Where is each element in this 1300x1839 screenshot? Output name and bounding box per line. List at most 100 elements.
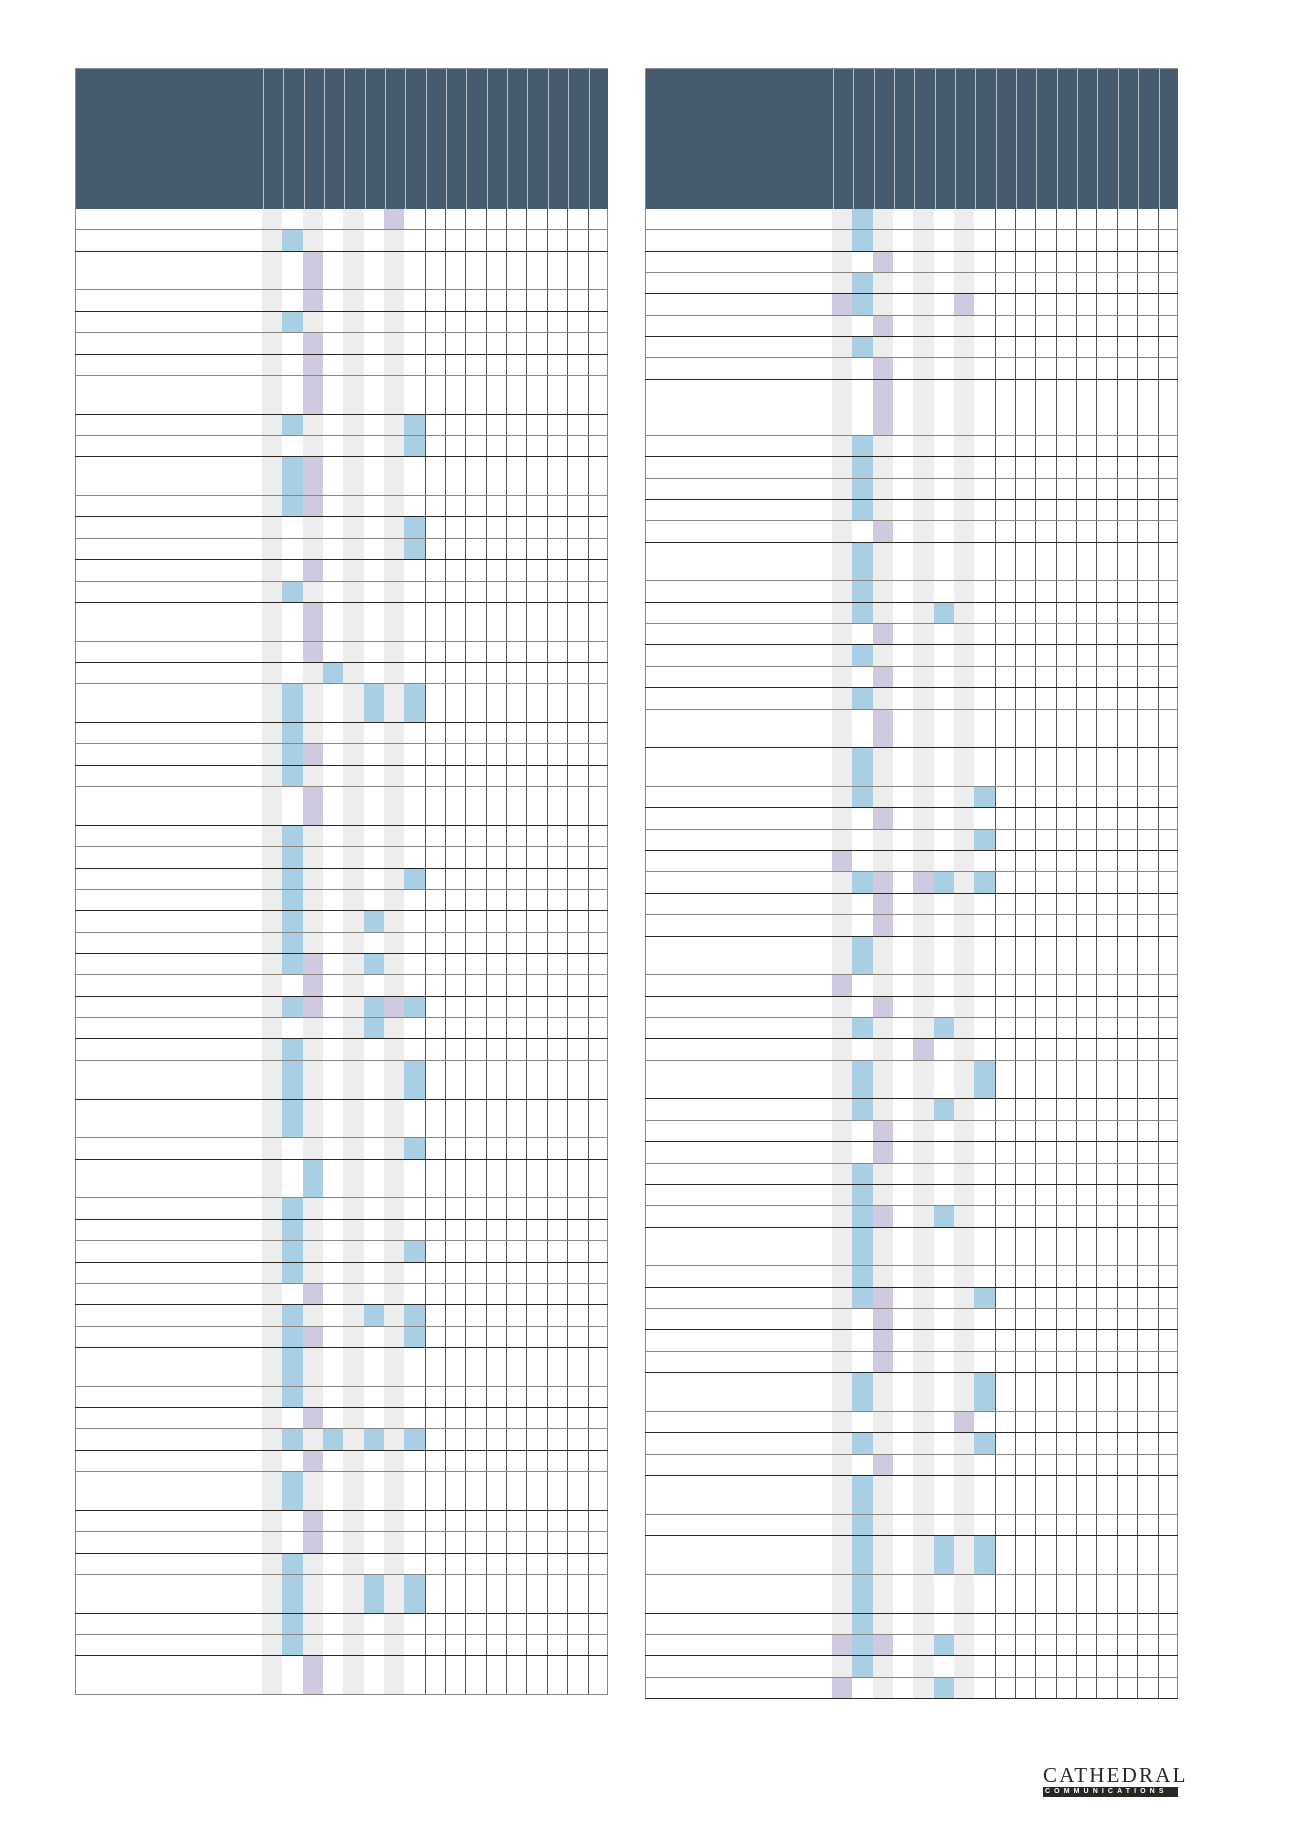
empty-cell [424,1656,445,1695]
empty-cell [1055,915,1076,936]
empty-cell [343,209,364,230]
empty-cell [424,847,445,868]
empty-cell [567,517,587,538]
empty-cell [852,358,872,378]
empty-cell [546,911,567,932]
empty-cell [934,581,954,601]
empty-cell [872,273,894,294]
empty-cell [872,1099,894,1120]
empty-cell [1116,1184,1137,1206]
empty-cell [893,667,913,687]
row-label-cell [645,1287,832,1309]
empty-cell [1055,1287,1076,1309]
empty-cell [546,1241,567,1262]
empty-cell [913,1163,934,1184]
empty-cell [893,624,913,644]
empty-cell [343,975,364,996]
empty-cell [546,1408,567,1429]
empty-cell [1015,542,1035,581]
empty-cell [424,517,445,538]
empty-cell [567,538,587,560]
empty-cell [954,624,975,645]
empty-cell [364,1241,384,1261]
row-label-cell [75,868,262,889]
empty-cell [872,1039,894,1060]
header-column-cell [1036,69,1056,209]
empty-cell [1137,251,1157,273]
empty-cell [1116,872,1137,893]
empty-cell [832,1514,853,1536]
empty-cell [1076,748,1096,787]
empty-cell [1015,1411,1035,1433]
empty-cell [526,581,546,602]
empty-cell [506,1347,526,1386]
empty-cell [893,1373,913,1411]
empty-cell [424,1553,445,1574]
empty-cell [832,1266,853,1287]
empty-cell [282,252,302,290]
empty-cell [893,872,913,892]
empty-cell [832,1454,853,1475]
empty-cell [1076,542,1096,581]
empty-cell [384,1656,405,1695]
empty-cell [424,209,445,230]
empty-cell [994,581,1015,602]
empty-cell [506,847,526,868]
empty-cell [424,1635,445,1656]
empty-cell [1035,1613,1055,1634]
empty-cell [526,517,546,538]
empty-cell [974,1164,994,1184]
empty-cell [893,457,913,477]
empty-cell [587,765,608,787]
empty-cell [832,1411,853,1433]
empty-cell [465,251,485,290]
table-row [645,581,1178,603]
empty-cell [1137,1142,1157,1163]
empty-cell [404,1532,424,1552]
empty-cell [485,1262,506,1283]
empty-cell [1015,829,1035,851]
empty-cell [1157,1373,1178,1411]
empty-cell [1015,1163,1035,1184]
empty-cell [1055,337,1076,358]
empty-cell [1137,1099,1157,1120]
empty-cell [587,996,608,1018]
empty-cell [546,375,567,414]
empty-cell [1137,1039,1157,1060]
empty-cell [913,915,934,936]
empty-cell [364,642,384,662]
empty-cell [546,333,567,354]
empty-cell [832,251,853,273]
empty-cell [506,1099,526,1138]
empty-cell [1096,315,1116,337]
empty-cell [1157,1475,1178,1514]
empty-cell [832,829,853,851]
empty-cell [1055,709,1076,748]
empty-cell [1137,709,1157,748]
empty-cell [465,311,485,333]
empty-cell [526,1039,546,1060]
empty-cell [465,1347,485,1386]
empty-cell [506,1408,526,1429]
blue-marked-cell [852,1018,873,1039]
empty-cell [384,1039,405,1060]
empty-cell [1035,1266,1055,1287]
empty-cell [994,478,1015,499]
empty-cell [872,748,894,787]
empty-cell [364,1387,384,1407]
empty-cell [404,355,424,375]
empty-cell [323,355,343,375]
empty-cell [1076,645,1096,666]
empty-cell [424,1510,445,1532]
empty-cell [506,1510,526,1532]
empty-cell [913,1206,934,1227]
table-row [75,333,608,355]
empty-cell [913,1227,934,1266]
empty-cell [1055,1373,1076,1411]
empty-cell [567,1326,587,1347]
empty-cell [893,1288,913,1308]
empty-cell [445,1635,465,1656]
table-row [75,1510,608,1533]
empty-cell [913,645,934,666]
blue-marked-cell [852,294,873,315]
